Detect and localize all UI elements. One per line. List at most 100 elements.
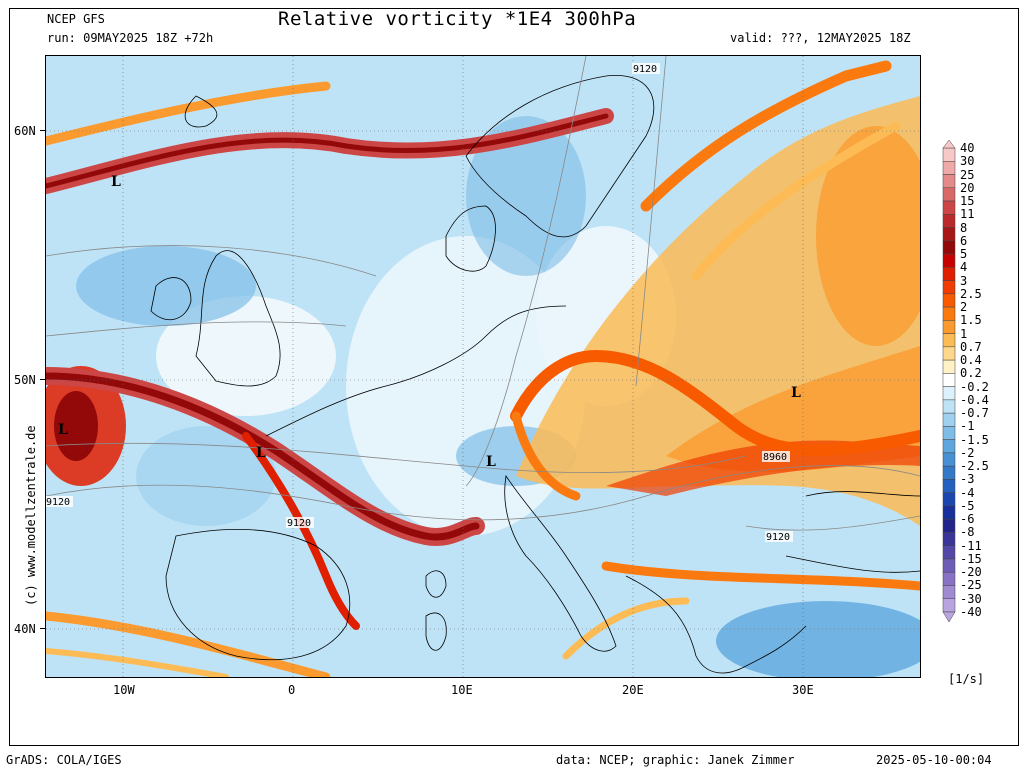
colorbar-tick-label: 0.7: [960, 339, 982, 354]
height-contour: [46, 465, 920, 521]
colorbar-swatch: [942, 439, 956, 454]
vorticity-map: L L L L L 9120 9120 9120 9120 8960: [45, 55, 921, 678]
vorticity-band-alps: [511, 411, 581, 501]
contour-label-background: [765, 531, 793, 542]
colorbar-swatch: [942, 200, 956, 215]
vorticity-band-iberia: [242, 432, 360, 630]
colorbar-tick-label: -40: [960, 605, 982, 619]
coastline-britain: [195, 250, 281, 387]
height-contour-label: 9120: [766, 532, 790, 543]
coastline-corsica: [425, 570, 447, 598]
grads-credit: GrADS: COLA/IGES: [6, 753, 122, 767]
colorbar-swatch: [942, 293, 956, 308]
colorbar-tick-label: 1: [960, 326, 968, 341]
vorticity-band-north-core: [46, 113, 609, 189]
colorbar-tick-label: -8: [960, 525, 975, 540]
coastline-scandinavia: [465, 74, 655, 238]
colorbar-swatch: [942, 518, 956, 533]
colorbar-tick-label: 30: [960, 154, 975, 169]
watermark: (c) www.modellzentrale.de: [24, 425, 38, 606]
low-pressure-marker: L: [256, 445, 266, 461]
colorbar-swatch: [942, 267, 956, 281]
coastline-italy: [504, 474, 617, 652]
colorbar-top-arrow: [942, 140, 956, 149]
colorbar-tick-label: -4: [960, 485, 975, 500]
colorbar-swatch: [942, 492, 956, 507]
lon-label-20e: 20E: [622, 683, 644, 697]
lon-label-0: 0: [288, 683, 296, 697]
height-contour: [635, 56, 667, 387]
colorbar-tick-label: -11: [960, 538, 982, 553]
colorbar-swatch: [942, 359, 956, 374]
timestamp: 2025-05-10-00:04: [876, 753, 992, 767]
coastline-france-benelux: [265, 305, 567, 437]
coastline-balkans: [625, 575, 807, 674]
positive-vorticity-area: [666, 346, 920, 472]
colorbar-tick-label: 1.5: [960, 313, 982, 328]
colorbar-tick-label: -5: [960, 498, 975, 513]
coastline-iberia: [165, 529, 350, 661]
height-contour: [46, 245, 377, 277]
height-contour-label: 9120: [46, 497, 70, 508]
colorbar-swatch: [942, 426, 956, 440]
vorticity-band-southwest-2: [46, 648, 229, 677]
lat-tick: [40, 628, 45, 629]
data-credit: data: NCEP; graphic: Janek Zimmer: [556, 753, 795, 767]
coastline-ireland: [150, 277, 192, 321]
atlantic-low-core: [54, 391, 98, 461]
colorbar-swatch: [942, 452, 956, 467]
coastline-black-sea-south: [785, 555, 920, 573]
colorbar-tick-label: -20: [960, 565, 982, 580]
low-pressure-marker: L: [486, 454, 496, 470]
valid-time: valid: ???, 12MAY2025 18Z: [730, 31, 911, 45]
colorbar-swatch: [942, 174, 956, 189]
contour-label-background: [762, 451, 790, 462]
vorticity-band-baltic: [640, 60, 892, 212]
positive-vorticity-area: [816, 126, 920, 346]
vorticity-band-northwest: [46, 81, 331, 146]
lat-label-60n: 60N: [14, 124, 36, 138]
colorbar-swatch: [942, 465, 956, 480]
colorbar-swatch: [942, 333, 956, 348]
low-pressure-marker: L: [58, 422, 68, 438]
colorbar-tick-label: -0.2: [960, 379, 989, 394]
colorbar-tick-label: 3: [960, 273, 968, 288]
height-contour-label: 9120: [287, 518, 311, 529]
colorbar-swatch: [942, 505, 956, 520]
colorbar-tick-label: -2.5: [960, 459, 989, 474]
vorticity-band-southwest: [46, 611, 331, 677]
vorticity-band-mediterranean: [601, 561, 920, 591]
vorticity-band-baltic-secondary: [691, 121, 901, 281]
colorbar-swatch: [942, 161, 956, 175]
lon-label-10e: 10E: [451, 683, 473, 697]
colorbar-swatch: [942, 532, 956, 546]
height-contour-label: 9120: [633, 64, 657, 75]
colorbar: [942, 140, 956, 623]
colorbar-tick-label: 40: [960, 141, 975, 155]
colorbar-tick-label: 0.4: [960, 353, 982, 368]
colorbar-swatch: [942, 373, 956, 387]
vorticity-band-central-europe: [510, 350, 920, 456]
colorbar-swatch: [942, 320, 956, 334]
colorbar-swatch: [942, 479, 956, 493]
negative-vorticity-area: [76, 246, 256, 326]
colorbar-swatch: [942, 545, 956, 560]
colorbar-tick-label: 20: [960, 180, 975, 195]
contour-label-background: [46, 496, 73, 507]
colorbar-swatch: [942, 399, 956, 414]
vorticity-band-balkans: [562, 597, 690, 660]
colorbar-tick-label: 2: [960, 300, 968, 315]
colorbar-tick-label: 6: [960, 233, 968, 248]
colorbar-swatch: [942, 187, 956, 202]
colorbar-swatch: [942, 386, 956, 401]
units-label: [1/s]: [948, 672, 985, 686]
low-pressure-marker: L: [111, 174, 121, 190]
plot-frame: [9, 8, 1019, 746]
colorbar-tick-label: 11: [960, 207, 975, 222]
coastline-black-sea-north: [805, 491, 920, 497]
negative-vorticity-area: [716, 601, 920, 677]
run-info: run: 09MAY2025 18Z +72h: [47, 31, 214, 45]
colorbar-swatch: [942, 306, 956, 321]
lat-tick: [40, 130, 45, 131]
contour-label-background: [286, 517, 314, 528]
